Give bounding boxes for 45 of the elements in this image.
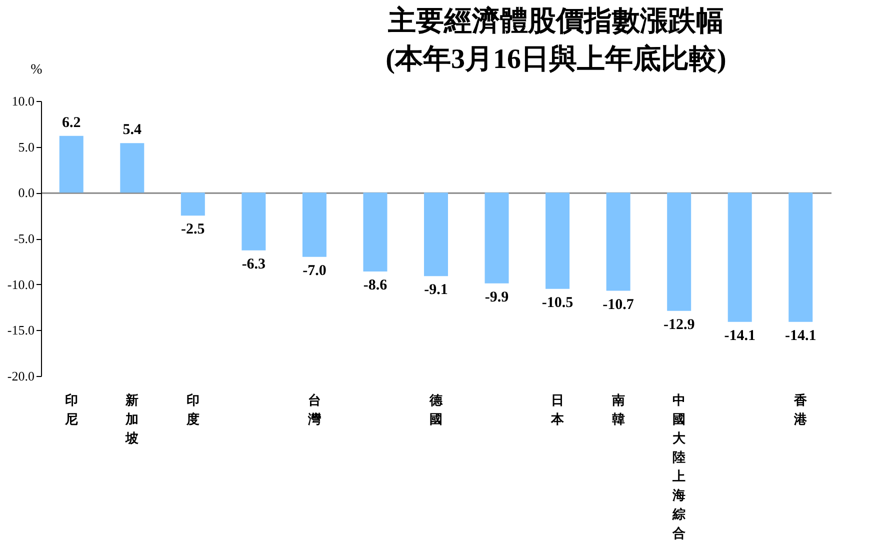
y-tick-label: 10.0 — [12, 94, 34, 108]
bar — [59, 136, 84, 193]
y-tick-label: -5.0 — [14, 231, 34, 246]
bar — [667, 192, 692, 311]
y-tick-label: 0.0 — [18, 185, 34, 200]
bar — [242, 192, 266, 250]
bar — [606, 192, 630, 291]
data-label: -12.9 — [663, 316, 695, 333]
bar — [788, 192, 813, 322]
x-tick-label: 南韓 — [610, 392, 625, 426]
data-label: -10.5 — [542, 294, 574, 311]
y-tick-label: -20.0 — [7, 368, 34, 384]
text: 主要經濟體股價指數漲跌幅 — [388, 6, 724, 37]
x-tick-label: 香港 — [793, 392, 808, 426]
data-label: -14.1 — [784, 328, 816, 344]
text: (本年3月16日與上年底比較) — [386, 44, 726, 75]
x-tick-label: 日本 — [550, 392, 566, 426]
bar — [546, 192, 570, 289]
bar — [302, 192, 326, 257]
data-label: -8.6 — [363, 278, 388, 294]
y-tick-label: -10.0 — [7, 276, 34, 292]
x-tick-label: 中國大陸上海綜合 — [672, 392, 687, 540]
x-tick-label: 印尼 — [64, 392, 78, 426]
x-tick-label: 印度 — [185, 392, 200, 426]
y-axis-title: % — [30, 62, 43, 78]
x-tick-label: 台灣 — [306, 392, 322, 426]
data-label: -9.1 — [424, 282, 448, 298]
x-tick-label: 新加坡 — [124, 392, 140, 446]
data-label: -2.5 — [181, 222, 205, 238]
data-label: -9.9 — [484, 289, 509, 306]
x-tick-label: 德國 — [428, 392, 444, 426]
bar — [120, 143, 144, 193]
data-label: -10.7 — [602, 296, 634, 313]
bar — [728, 192, 752, 322]
data-label: 6.2 — [62, 114, 81, 131]
data-label: -7.0 — [302, 262, 326, 279]
data-label: -6.3 — [242, 256, 266, 272]
y-tick-label: 5.0 — [18, 139, 34, 154]
bar — [484, 192, 509, 284]
data-label: 5.4 — [122, 122, 142, 138]
y-tick-label: -15.0 — [7, 322, 34, 338]
bar — [424, 192, 448, 276]
data-label: -14.1 — [724, 328, 756, 344]
bar — [180, 192, 205, 216]
bar — [363, 192, 388, 272]
